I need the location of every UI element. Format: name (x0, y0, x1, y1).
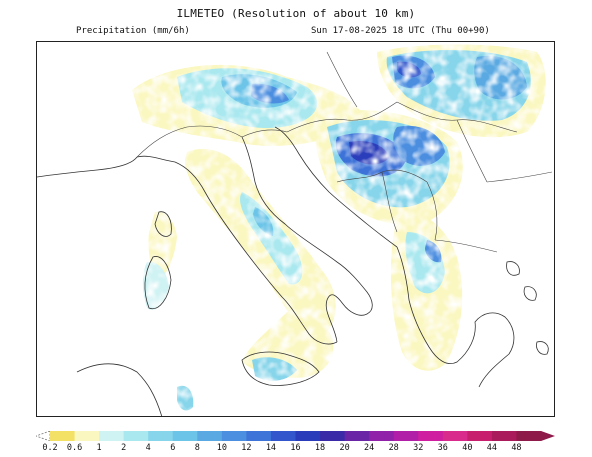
map-title: ILMETEO (Resolution of about 10 km) (176, 7, 416, 20)
legend-swatch (369, 431, 395, 441)
variable-label: Precipitation (mm/6h) (76, 26, 190, 36)
legend-label: 28 (388, 443, 399, 453)
legend-label: 2 (121, 443, 127, 453)
legend-swatch (320, 431, 346, 441)
legend-swatch (50, 431, 76, 441)
legend-arrow-high (541, 431, 555, 441)
precipitation-field (132, 44, 546, 411)
legend-label: 48 (511, 443, 522, 453)
legend-swatch (172, 431, 198, 441)
legend-label: 1 (96, 443, 102, 453)
legend-label: 4 (145, 443, 151, 453)
legend-swatch (467, 431, 493, 441)
legend-swatch (442, 431, 468, 441)
legend-label: 14 (265, 443, 277, 453)
legend-label: 18 (314, 443, 326, 453)
legend-swatch (270, 431, 296, 441)
map-frame (36, 41, 555, 417)
legend-swatch (516, 431, 542, 441)
legend-swatch (418, 431, 444, 441)
legend-swatch (74, 431, 100, 441)
legend-label: 8 (194, 443, 200, 453)
valid-time-label: Sun 17-08-2025 18 UTC (Thu 00+90) (311, 26, 490, 36)
legend-label: 6 (170, 443, 176, 453)
legend-swatch (295, 431, 321, 441)
legend-label: 12 (241, 443, 252, 453)
legend-label: 16 (290, 443, 301, 453)
legend-label: 36 (437, 443, 448, 453)
legend-swatch (393, 431, 419, 441)
legend-label: 0.6 (66, 443, 83, 453)
legend-swatch (246, 431, 272, 441)
legend-swatch (491, 431, 517, 441)
legend-label: 40 (462, 443, 473, 453)
legend-swatch (344, 431, 370, 441)
legend-label: 24 (364, 443, 375, 453)
national-borders (136, 51, 553, 253)
legend-colorbar (36, 431, 555, 441)
legend-swatch (99, 431, 125, 441)
legend-label: 44 (486, 443, 498, 453)
legend-swatch (197, 431, 223, 441)
precipitation-map (37, 44, 553, 416)
legend-label: 32 (413, 443, 424, 453)
legend-swatch (221, 431, 247, 441)
legend-label: 10 (216, 443, 227, 453)
legend-swatch (123, 431, 149, 441)
legend-label: 20 (339, 443, 350, 453)
legend-arrow-low (36, 431, 51, 441)
legend-swatch (148, 431, 174, 441)
coastlines (37, 126, 549, 416)
legend-label: 0.2 (42, 443, 58, 453)
